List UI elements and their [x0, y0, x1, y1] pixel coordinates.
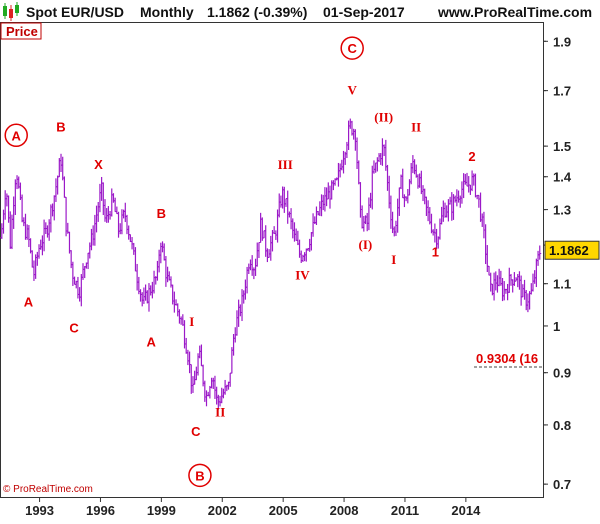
wave-label: V	[347, 83, 357, 98]
x-tick-label: 2014	[451, 503, 481, 518]
x-tick-label: 1993	[25, 503, 54, 518]
plot-frame	[0, 22, 544, 498]
last-price-label: 1.1862	[549, 243, 589, 258]
y-tick-label: 0.9	[553, 366, 571, 381]
wave-label: 2	[468, 149, 475, 164]
wave-label: A	[147, 334, 157, 349]
wave-label-circle	[340, 36, 364, 60]
last-price: 1.1862	[544, 240, 600, 260]
candlestick-icon	[3, 2, 19, 21]
x-tick-label: 2002	[208, 503, 237, 518]
wave-label: C	[69, 321, 79, 336]
target-level: 0.9304 (16	[474, 351, 543, 368]
y-tick-label: 1.5	[553, 139, 571, 154]
y-tick-label: 0.7	[553, 477, 571, 492]
y-tick-label: 1.1	[553, 277, 571, 292]
chart-date: 01-Sep-2017	[323, 4, 405, 20]
chart-quote: 1.1862 (-0.39%)	[207, 4, 307, 20]
wave-label-circle	[4, 123, 28, 148]
wave-label: I	[391, 252, 396, 267]
chart-period: Monthly	[140, 4, 194, 20]
wave-label: (I)	[359, 237, 373, 252]
price-tag-box	[0, 22, 42, 40]
wave-label: A	[12, 128, 22, 143]
y-tick-label: 1.7	[553, 84, 571, 99]
x-tick-label: 1999	[147, 503, 176, 518]
price-tag-label: Price	[6, 24, 38, 39]
wave-label: B	[195, 468, 204, 483]
wave-label: I	[189, 314, 194, 329]
x-tick-label: 2011	[391, 503, 419, 518]
x-tick-label: 1996	[86, 503, 115, 518]
wave-label: IV	[295, 268, 310, 283]
y-tick-label: 1	[553, 319, 560, 334]
wave-label: X	[94, 157, 103, 172]
y-tick-label: 0.8	[553, 418, 571, 433]
wave-label-circle	[188, 463, 212, 488]
wave-label: C	[191, 424, 201, 439]
wave-label: (II)	[374, 110, 393, 125]
wave-label: II	[215, 405, 225, 420]
wave-label: B	[157, 206, 166, 221]
wave-label: C	[347, 41, 357, 56]
chart-symbol: Spot EUR/USD	[26, 4, 124, 20]
y-tick-label: 1.3	[553, 203, 571, 218]
wave-label: B	[56, 120, 65, 135]
wave-label: II	[411, 120, 421, 135]
copyright-text: © ProRealTime.com	[3, 484, 93, 495]
wave-label: III	[278, 157, 293, 172]
target-label: 0.9304 (16	[476, 351, 538, 366]
wave-label: 1	[432, 244, 439, 259]
last-price-box	[544, 240, 600, 260]
y-tick-label: 1.9	[553, 34, 571, 49]
price-bars	[0, 118, 542, 410]
y-tick-label: 1.4	[553, 170, 572, 185]
chart-site: www.ProRealTime.com	[437, 4, 592, 20]
x-axis: 1993 1996 1999 2002 2005 2008 2011 2014	[25, 497, 481, 518]
wave-label: A	[24, 294, 34, 309]
x-tick-label: 2008	[330, 503, 359, 518]
x-tick-label: 2005	[269, 503, 298, 518]
